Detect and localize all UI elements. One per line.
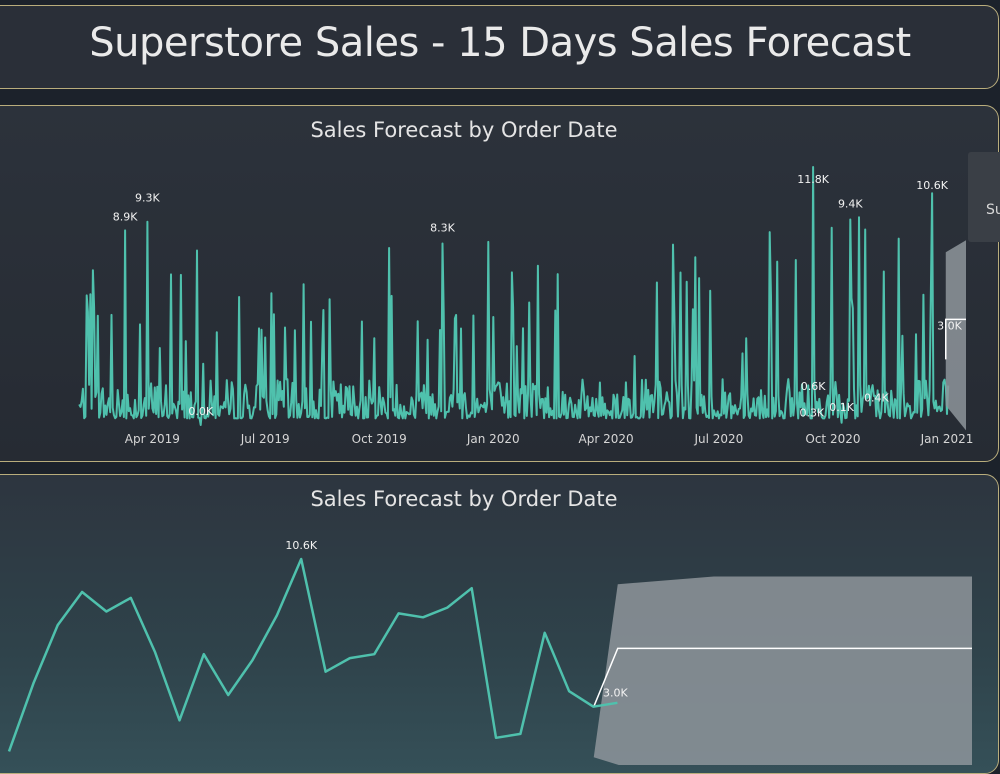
x-tick-label: Jan 2021 [920,432,974,446]
data-label: 9.4K [838,197,863,210]
forecast-band[interactable] [593,576,972,765]
data-label: 11.8K [797,173,829,186]
x-tick-label: Jul 2019 [240,432,290,446]
x-tick-label: Apr 2019 [125,432,180,446]
x-tick-label: Oct 2020 [805,432,860,446]
daily-forecast-chart[interactable]: Apr 2019 Jul 2019 Oct 2019 Jan 2020 Apr 2020… [0,0,1000,750]
x-tick-label: Apr 2020 [579,432,634,446]
data-label: 10.6K [285,539,317,552]
forecast-band[interactable] [945,240,966,431]
x-tick-label: Jan 2020 [466,432,520,446]
data-label: 8.3K [430,222,455,235]
data-label: 0.1K [829,401,854,414]
data-label: 3.0K [937,319,962,332]
data-label: 8.9K [113,210,138,223]
title-panel [0,5,999,89]
x-tick-label: Jul 2020 [693,432,743,446]
data-label: 10.6K [916,179,948,192]
forecast-line[interactable] [945,318,966,360]
sales-series-line[interactable] [7,557,618,752]
data-label: 0.4K [864,391,889,404]
tooltip-stub: Su [968,152,1000,242]
x-tick-label: Oct 2019 [352,432,407,446]
page-title: Superstore Sales - 15 Days Sales Forecas… [89,20,911,66]
zoomed-chart-title: Sales Forecast by Order Date [310,487,618,511]
data-label: 9.3K [135,192,160,205]
data-label: 3.0K [603,687,628,700]
forecast-line[interactable] [593,647,972,707]
data-label: 0.3K [800,406,825,419]
sales-series-line[interactable] [78,166,950,426]
data-label: 0.0K [188,405,213,418]
daily-chart-title: Sales Forecast by Order Date [310,118,618,142]
data-label: 0.6K [801,380,826,393]
